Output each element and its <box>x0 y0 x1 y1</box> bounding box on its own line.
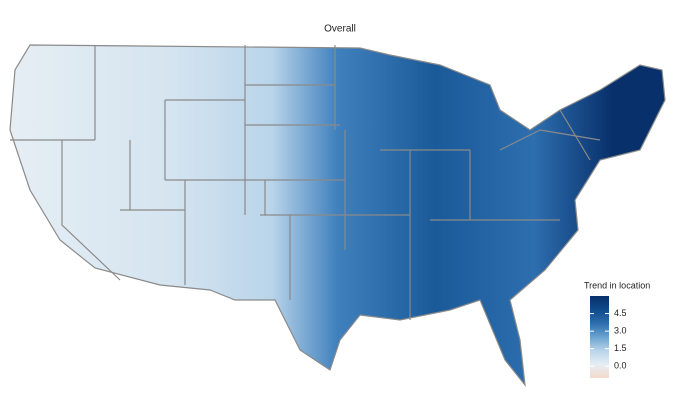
us-map <box>9 44 666 387</box>
legend-tick-label: 3.0 <box>614 326 627 336</box>
state-borders <box>10 45 601 320</box>
legend-tick-label: 0.0 <box>614 361 627 371</box>
legend-title: Trend in location <box>584 280 650 290</box>
legend-tick-label: 1.5 <box>614 343 627 353</box>
legend-tick-label: 4.5 <box>614 308 627 318</box>
color-bar <box>590 296 609 378</box>
legend: Trend in location 0.0 1.5 3.0 4.5 <box>584 280 650 378</box>
map-title: Overall <box>324 24 356 35</box>
